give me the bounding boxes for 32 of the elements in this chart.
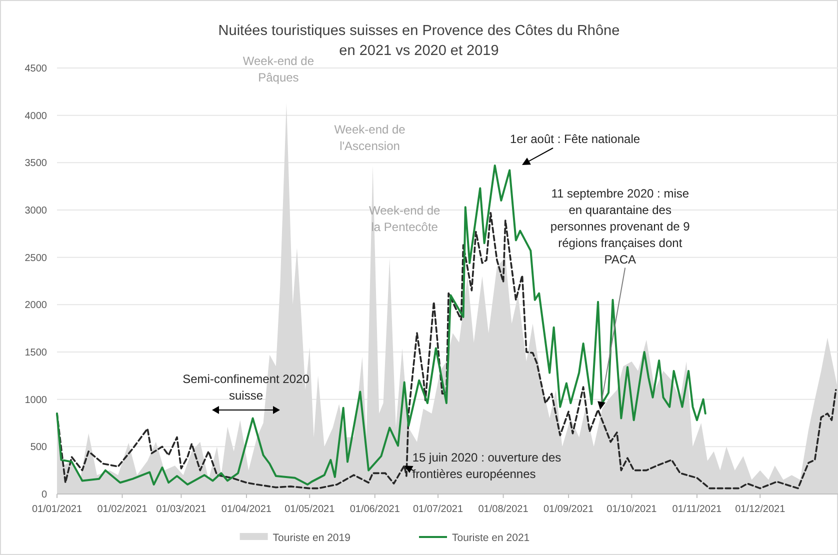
legend-label: Touriste en 2021 — [452, 532, 530, 544]
annotation: 15 juin 2020 : ouverture des frontières européennes — [412, 450, 562, 482]
x-tick-label: 01/09/2021 — [544, 504, 594, 515]
x-tick-label: 01/06/2021 — [350, 504, 400, 515]
y-tick-label: 1500 — [24, 348, 48, 358]
x-tick-label: 01/04/2021 — [221, 504, 272, 515]
y-tick-label: 500 — [30, 442, 48, 454]
annotation: Week-end de l'Ascension — [334, 122, 406, 154]
x-tick-label: 01/05/2021 — [284, 504, 336, 515]
x-tick-label: 01/12/2021 — [735, 504, 786, 515]
y-tick-label: 4500 — [24, 64, 48, 74]
annotation: 1er août : Fête nationale — [510, 132, 640, 146]
legend-label: Touriste en 2019 — [272, 532, 351, 544]
x-tick-label: 01/08/2021 — [478, 504, 529, 515]
x-tick-label: 01/03/2021 — [156, 504, 207, 515]
annotation: Semi-confinement 2020 suisse — [182, 372, 310, 402]
x-tick-label: 01/01/2021 — [32, 504, 82, 515]
annotation: Week-end de la Pentecôte — [369, 203, 441, 234]
x-tick-label: 01/10/2021 — [606, 504, 658, 515]
x-tick-label: 01/07/2021 — [412, 504, 464, 515]
annotation: 11 septembre 2020 : mise en quarantaine des personnes provenant de 9 régions françaises dont PACA — [550, 186, 690, 267]
y-tick-label: 0 — [41, 490, 48, 500]
x-tick-label: 01/11/2021 — [672, 504, 722, 515]
y-tick-label: 2000 — [24, 300, 48, 312]
y-tick-label: 3000 — [24, 206, 48, 216]
x-tick-label: 01/02/2021 — [97, 504, 148, 515]
y-tick-label: 1000 — [24, 394, 48, 406]
annotation: Week-end de Pâques — [242, 54, 314, 85]
y-tick-label: 4000 — [24, 110, 48, 122]
y-tick-label: 3500 — [24, 158, 48, 170]
y-tick-label: 2500 — [24, 252, 48, 264]
line-series — [56, 164, 706, 486]
